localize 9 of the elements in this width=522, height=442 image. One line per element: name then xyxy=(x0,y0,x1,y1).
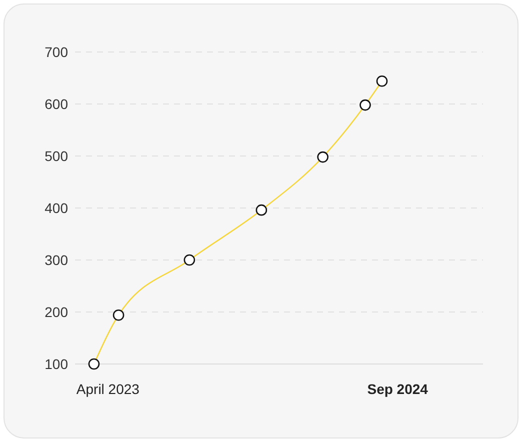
y-tick-label: 300 xyxy=(44,252,68,268)
y-tick-label: 200 xyxy=(44,304,68,320)
y-tick-label: 500 xyxy=(44,148,68,164)
x-tick-label: April 2023 xyxy=(76,381,140,397)
y-tick-label: 400 xyxy=(44,200,68,216)
x-tick-label: Sep 2024 xyxy=(367,381,428,397)
y-tick-label: 700 xyxy=(44,44,68,60)
y-tick-label: 600 xyxy=(44,96,68,112)
y-tick-label: 100 xyxy=(44,356,68,372)
